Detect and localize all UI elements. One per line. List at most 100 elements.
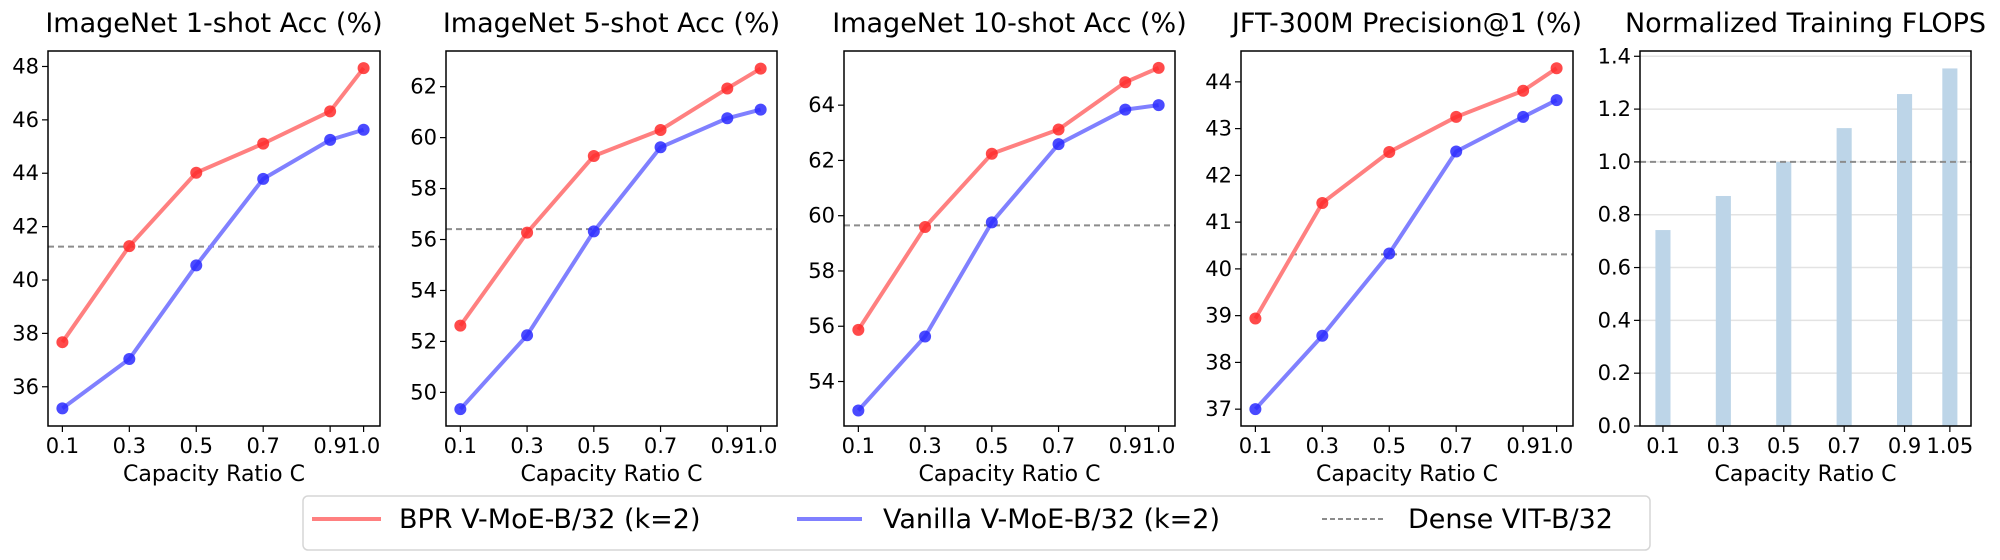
subplot-5: Normalized Training FLOPS 0.1 0.3 0.5 0.7 0.9… bbox=[1598, 8, 1986, 487]
y-tick-label: 64 bbox=[808, 93, 835, 117]
data-point-vanilla bbox=[357, 123, 370, 136]
x-tick-label: 0.5 bbox=[1767, 434, 1800, 458]
data-point-vanilla bbox=[754, 103, 767, 116]
y-tick-label: 1.0 bbox=[1598, 150, 1631, 174]
x-tick-label: 0.1 bbox=[444, 434, 477, 458]
data-point-vanilla bbox=[454, 403, 467, 416]
data-point-vanilla bbox=[919, 330, 932, 343]
x-tick-label: 0.5 bbox=[1373, 434, 1406, 458]
x-tick-label: 0.7 bbox=[1827, 434, 1860, 458]
x-axis-label: Capacity Ratio C bbox=[123, 462, 305, 487]
data-point-bpr bbox=[454, 319, 467, 332]
data-point-bpr bbox=[324, 105, 337, 118]
data-point-bpr bbox=[257, 137, 270, 150]
axes-frame bbox=[47, 50, 381, 427]
subplot-4: JFT-300M Precision@1 (%) 0.1 0.3 0.5 0.7 0.9 1… bbox=[1205, 8, 1582, 487]
data-point-bpr bbox=[123, 240, 136, 253]
y-tick-label: 40 bbox=[1205, 257, 1232, 281]
subplot-2: ImageNet 5-shot Acc (%) 0.1 0.3 0.5 0.7 0.9 1.… bbox=[410, 8, 780, 487]
data-point-vanilla bbox=[56, 402, 69, 415]
data-point-bpr bbox=[521, 226, 534, 239]
bar bbox=[1942, 68, 1958, 427]
y-tick-label: 40 bbox=[12, 268, 39, 292]
axes-frame bbox=[843, 50, 1176, 427]
y-tick-label: 39 bbox=[1205, 304, 1232, 328]
x-tick-label: 0.3 bbox=[908, 434, 941, 458]
series-line-vanilla bbox=[61, 127, 365, 410]
series-line-bpr bbox=[60, 66, 366, 344]
y-tick-label: 52 bbox=[410, 329, 437, 353]
series-line-bpr bbox=[1253, 66, 1558, 320]
y-tick-label: 42 bbox=[1205, 163, 1232, 187]
data-point-vanilla bbox=[1517, 110, 1530, 123]
y-tick-label: 41 bbox=[1205, 210, 1232, 234]
x-tick-label: 0.1 bbox=[1646, 434, 1679, 458]
data-point-vanilla bbox=[1383, 247, 1396, 260]
y-tick-label: 0.0 bbox=[1598, 414, 1631, 438]
data-point-vanilla bbox=[721, 112, 734, 125]
y-tick-label: 44 bbox=[12, 161, 39, 185]
data-point-bpr bbox=[1052, 123, 1065, 136]
x-tick-label: 0.1 bbox=[842, 434, 875, 458]
y-tick-label: 38 bbox=[12, 321, 39, 345]
data-point-vanilla bbox=[654, 141, 667, 154]
bar bbox=[1897, 94, 1913, 426]
legend-label-dense: Dense VIT-B/32 bbox=[1408, 504, 1613, 535]
data-point-bpr bbox=[1316, 196, 1329, 209]
legend-box bbox=[302, 495, 1651, 551]
data-point-bpr bbox=[357, 62, 370, 75]
chart-title: JFT-300M Precision@1 (%) bbox=[1230, 8, 1582, 39]
x-tick-label: 0.7 bbox=[1042, 434, 1075, 458]
data-point-bpr bbox=[919, 221, 932, 234]
x-axis-label: Capacity Ratio C bbox=[1715, 462, 1897, 487]
data-point-vanilla bbox=[1152, 99, 1165, 112]
axes-frame bbox=[1639, 50, 1972, 427]
bar bbox=[1836, 128, 1852, 426]
x-tick-label: 0.3 bbox=[113, 434, 146, 458]
x-tick-label: 1.0 bbox=[347, 434, 380, 458]
bar bbox=[1655, 230, 1671, 426]
x-tick-label: 0.3 bbox=[1707, 434, 1740, 458]
data-point-vanilla bbox=[1550, 94, 1563, 107]
x-tick-label: 0.5 bbox=[577, 434, 610, 458]
x-tick-label: 0.9 bbox=[1888, 434, 1921, 458]
x-axis-label: Capacity Ratio C bbox=[521, 462, 703, 487]
y-tick-label: 54 bbox=[808, 370, 835, 394]
y-tick-label: 0.8 bbox=[1598, 203, 1631, 227]
data-point-bpr bbox=[654, 123, 667, 136]
y-tick-label: 43 bbox=[1205, 117, 1232, 141]
x-tick-label: 0.5 bbox=[975, 434, 1008, 458]
y-tick-label: 42 bbox=[12, 215, 39, 239]
series-line-vanilla bbox=[1253, 98, 1558, 411]
x-axis-label: Capacity Ratio C bbox=[1316, 462, 1498, 487]
x-tick-label: 0.9 bbox=[1506, 434, 1539, 458]
y-tick-label: 38 bbox=[1205, 350, 1232, 374]
data-point-vanilla bbox=[587, 225, 600, 238]
data-point-vanilla bbox=[521, 329, 534, 342]
x-tick-label: 0.7 bbox=[644, 434, 677, 458]
y-tick-label: 44 bbox=[1205, 70, 1232, 94]
data-point-bpr bbox=[1152, 61, 1165, 74]
data-point-bpr bbox=[587, 149, 600, 162]
data-point-bpr bbox=[1450, 110, 1463, 123]
data-point-vanilla bbox=[1119, 103, 1132, 116]
x-tick-label: 0.1 bbox=[46, 434, 79, 458]
data-point-bpr bbox=[985, 147, 998, 160]
data-point-bpr bbox=[190, 166, 203, 179]
y-tick-label: 56 bbox=[410, 228, 437, 252]
data-point-bpr bbox=[852, 323, 865, 336]
subplot-1: ImageNet 1-shot Acc (%) 0.1 0.3 0.5 0.7 0.9 1.… bbox=[12, 8, 382, 487]
y-tick-label: 1.2 bbox=[1598, 97, 1631, 121]
y-tick-label: 37 bbox=[1205, 397, 1232, 421]
x-tick-label: 1.0 bbox=[1142, 434, 1175, 458]
data-point-bpr bbox=[754, 62, 767, 75]
data-point-bpr bbox=[1550, 62, 1563, 75]
legend-label-vanilla: Vanilla V-MoE-B/32 (k=2) bbox=[883, 504, 1220, 535]
y-tick-label: 62 bbox=[410, 75, 437, 99]
x-tick-label: 0.9 bbox=[1109, 434, 1142, 458]
y-tick-label: 50 bbox=[410, 380, 437, 404]
data-point-vanilla bbox=[324, 133, 337, 146]
x-tick-label: 0.7 bbox=[246, 434, 279, 458]
y-tick-label: 58 bbox=[410, 177, 437, 201]
